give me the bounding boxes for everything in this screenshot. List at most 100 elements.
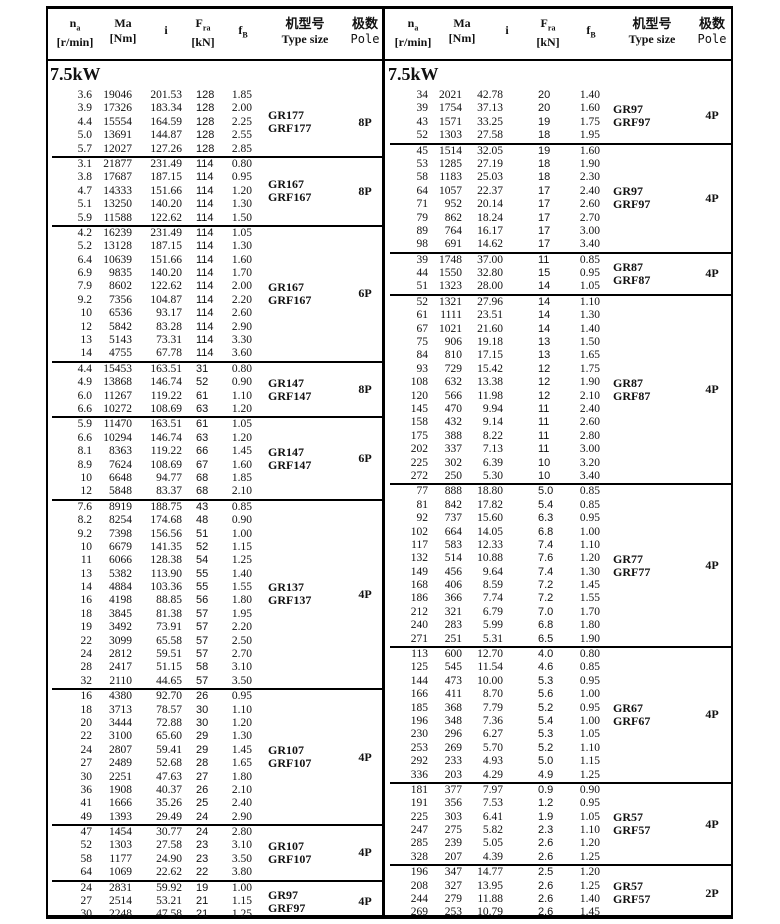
- torque-cell: 327: [444, 879, 462, 892]
- type-size: GR147 GRF147: [268, 418, 311, 498]
- ratio-cell: 6.27: [482, 728, 503, 741]
- table-row: 92 737 15.60 6.3 0.95: [384, 512, 733, 525]
- torque-cell: 233: [444, 755, 462, 768]
- table-row: 185 368 7.79 5.2 0.95: [384, 702, 733, 715]
- table-row: 12 5842 83.28 114 2.90: [46, 321, 384, 334]
- service-factor-cell: 0.95: [579, 267, 600, 280]
- torque-cell: 2248: [109, 908, 132, 921]
- ratio-cell: 13.95: [477, 879, 503, 892]
- speed-cell: 24: [80, 881, 93, 894]
- table-row: 8.2 8254 174.68 48 0.90: [46, 514, 384, 527]
- radial-force-cell: 2.6: [538, 879, 554, 892]
- header-speed: na [r/min]: [56, 16, 94, 50]
- speed-cell: 225: [410, 810, 428, 823]
- speed-cell: 4.4: [77, 115, 92, 128]
- table-row: 27 2489 52.68 28 1.65: [46, 757, 384, 770]
- torque-cell: 15554: [103, 115, 132, 128]
- radial-force-cell: 5.0: [538, 755, 554, 768]
- header-ratio: i: [164, 23, 168, 37]
- table-row: 8.1 8363 119.22 66 1.45: [46, 445, 384, 458]
- speed-cell: 5.0: [77, 129, 92, 142]
- ratio-cell: 47.63: [156, 770, 182, 783]
- service-factor-cell: 2.10: [231, 485, 252, 498]
- service-factor-cell: 1.05: [231, 226, 252, 239]
- torque-cell: 1321: [439, 295, 462, 308]
- speed-cell: 64: [80, 866, 93, 879]
- ratio-cell: 113.90: [150, 567, 182, 580]
- table-row: 117 583 12.33 7.4 1.10: [384, 539, 733, 552]
- radial-force-cell: 66: [196, 445, 209, 458]
- service-factor-cell: 1.30: [579, 309, 600, 322]
- service-factor-cell: 1.50: [231, 211, 252, 224]
- speed-cell: 24: [80, 743, 93, 756]
- ratio-cell: 119.22: [150, 389, 182, 402]
- torque-cell: 347: [444, 866, 462, 879]
- ratio-cell: 11.54: [477, 661, 503, 674]
- table-row: 84 810 17.15 13 1.65: [384, 349, 733, 362]
- radial-force-cell: 55: [196, 581, 209, 594]
- torque-cell: 321: [444, 605, 462, 618]
- speed-cell: 27: [80, 757, 93, 770]
- service-factor-cell: 3.60: [231, 347, 252, 360]
- torque-cell: 473: [444, 674, 462, 687]
- gear-group: 3.6 19046 201.53 128 1.85 3.9 17326 183.34 128 2.…: [46, 89, 384, 156]
- torque-cell: 411: [445, 688, 462, 701]
- speed-cell: 12: [80, 320, 93, 333]
- header-radial-force: Fra [kN]: [191, 16, 215, 50]
- table-row: 30 2248 47.58 21 1.25: [46, 908, 384, 921]
- radial-force-cell: 67: [196, 458, 209, 471]
- speed-cell: 19: [80, 621, 93, 634]
- type-size-label: GRF137: [268, 593, 312, 608]
- table-row: 51 1323 28.00 14 1.05: [384, 280, 733, 293]
- torque-cell: 566: [444, 389, 462, 402]
- speed-cell: 10: [80, 540, 93, 553]
- table-row: 22 3100 65.60 29 1.30: [46, 730, 384, 743]
- radial-force-cell: 128: [196, 115, 215, 128]
- torque-cell: 764: [444, 224, 462, 237]
- ratio-cell: 8.70: [482, 688, 503, 701]
- service-factor-cell: 0.85: [579, 485, 600, 498]
- table-row: 336 203 4.29 4.9 1.25: [384, 769, 733, 782]
- service-factor-cell: 1.80: [231, 594, 252, 607]
- service-factor-cell: 0.95: [231, 171, 252, 184]
- speed-cell: 10: [80, 471, 93, 484]
- radial-force-cell: 114: [196, 211, 214, 224]
- service-factor-cell: 2.40: [231, 797, 252, 810]
- table-row: 12 5848 83.37 68 2.10: [46, 485, 384, 498]
- table-row: 102 664 14.05 6.8 1.00: [384, 526, 733, 539]
- pole-count: 6P: [358, 451, 372, 466]
- speed-cell: 98: [416, 238, 429, 251]
- table-row: 5.7 12027 127.26 128 2.85: [46, 143, 384, 156]
- radial-force-cell: 6.8: [538, 619, 554, 632]
- radial-force-cell: 5.0: [538, 485, 554, 498]
- ratio-cell: 6.79: [482, 605, 503, 618]
- service-factor-cell: 1.90: [579, 632, 600, 645]
- radial-force-cell: 4.0: [538, 648, 554, 661]
- table-row: 269 253 10.79 2.6 1.45: [384, 906, 733, 919]
- type-size-label: GRF147: [268, 457, 312, 472]
- ratio-cell: 59.92: [156, 881, 182, 894]
- ratio-cell: 128.38: [150, 554, 182, 567]
- torque-cell: 4198: [109, 594, 132, 607]
- torque-cell: 8919: [109, 500, 132, 513]
- table-row: 4.2 16239 231.49 114 1.05: [46, 227, 384, 240]
- radial-force-cell: 12: [538, 362, 551, 375]
- service-factor-cell: 1.20: [231, 716, 252, 729]
- radial-force-cell: 114: [196, 280, 214, 293]
- radial-force-cell: 2.6: [538, 837, 554, 850]
- radial-force-cell: 14: [538, 295, 551, 308]
- radial-force-cell: 18: [538, 157, 551, 170]
- pole-count: 4P: [705, 558, 719, 573]
- ratio-cell: 37.00: [477, 253, 503, 266]
- torque-cell: 2812: [109, 648, 132, 661]
- ratio-cell: 59.41: [156, 743, 182, 756]
- table-row: 34 2021 42.78 20 1.40: [384, 89, 733, 102]
- radial-force-cell: 54: [196, 554, 209, 567]
- speed-cell: 32: [80, 674, 93, 687]
- table-row: 52 1321 27.96 14 1.10: [384, 296, 733, 309]
- torque-cell: 9835: [109, 267, 132, 280]
- radial-force-cell: 48: [196, 514, 209, 527]
- service-factor-cell: 2.60: [579, 198, 600, 211]
- radial-force-cell: 4.6: [538, 661, 554, 674]
- torque-cell: 6679: [109, 540, 132, 553]
